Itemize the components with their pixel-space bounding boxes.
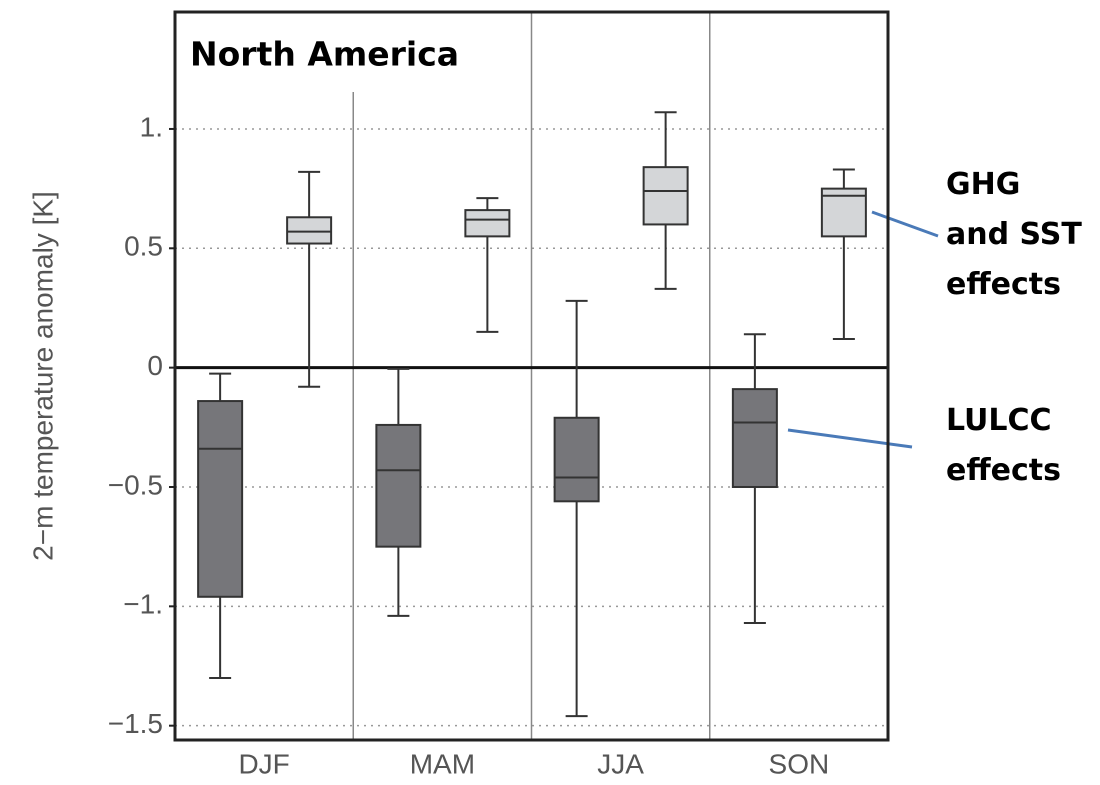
x-tick-label: JJA <box>597 748 644 779</box>
box <box>376 425 420 547</box>
x-tick-label: DJF <box>238 748 289 779</box>
y-tick-label: −1.5 <box>108 708 163 739</box>
chart-title: North America <box>190 35 459 74</box>
y-tick-label: 0 <box>147 350 163 381</box>
legend-lulcc: LULCC effects <box>946 396 1061 496</box>
x-tick-label: MAM <box>410 748 475 779</box>
chart: 2−m temperature anomaly [K] −1.5 −1. −0.5 0… <box>0 0 1100 785</box>
box <box>465 210 509 236</box>
box <box>555 418 599 502</box>
box <box>287 217 331 243</box>
page: {"chart_data": { "type": "box", "title":… <box>0 0 1100 785</box>
y-tick-label: 0.5 <box>124 231 163 262</box>
box <box>198 401 242 597</box>
box <box>644 167 688 224</box>
x-tick-label: SON <box>769 748 830 779</box>
legend-ghg: GHG and SST effects <box>946 160 1082 310</box>
y-tick-label: 1. <box>140 111 163 142</box>
annotation-line <box>788 430 912 447</box>
annotation-line <box>872 212 938 236</box>
box <box>733 389 777 487</box>
y-tick-label: −1. <box>123 589 163 620</box>
y-tick-label: −0.5 <box>108 469 163 500</box>
y-axis-label: 2−m temperature anomaly [K] <box>27 191 58 561</box>
